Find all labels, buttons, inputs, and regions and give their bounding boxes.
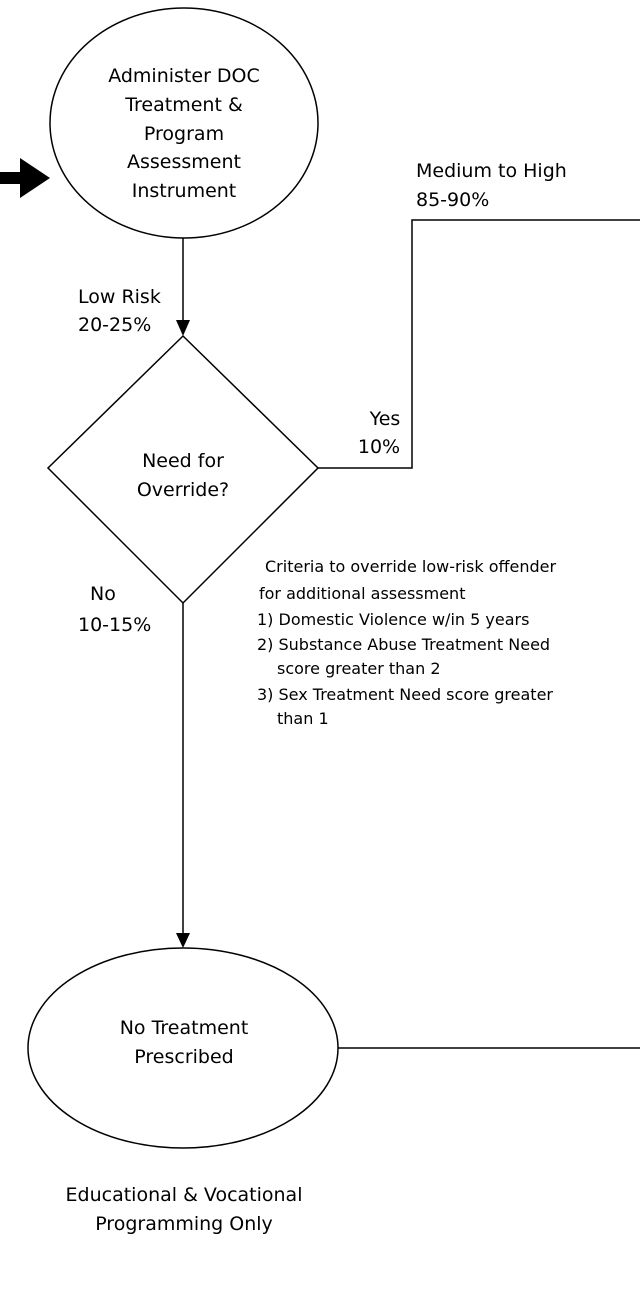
low-risk-percent: 20-25% bbox=[78, 314, 151, 336]
high-branch-connector bbox=[318, 219, 640, 469]
assessment-node-line-3: Program bbox=[144, 123, 224, 145]
assessment-node bbox=[49, 7, 319, 239]
low-risk-arrowhead bbox=[176, 320, 190, 336]
criteria-line-6: 3) Sex Treatment Need score greater bbox=[257, 685, 553, 704]
caption-line-2: Programming Only bbox=[95, 1213, 273, 1235]
incoming-arrow bbox=[0, 158, 50, 198]
criteria-line-1: Criteria to override low-risk offender bbox=[265, 557, 556, 576]
yes-label: Yes bbox=[369, 408, 401, 430]
yes-percent: 10% bbox=[358, 436, 400, 458]
decision-line-2: Override? bbox=[137, 479, 229, 501]
criteria-line-3: 1) Domestic Violence w/in 5 years bbox=[257, 610, 529, 629]
decision-line-1: Need for bbox=[142, 450, 224, 472]
high-branch-label: Medium to High bbox=[416, 160, 567, 182]
caption-line-1: Educational & Vocational bbox=[66, 1184, 303, 1206]
criteria-line-4: 2) Substance Abuse Treatment Need bbox=[257, 635, 550, 654]
no-percent: 10-15% bbox=[78, 614, 151, 636]
no-treatment-line-1: No Treatment bbox=[120, 1017, 249, 1039]
no-treatment-line-2: Prescribed bbox=[134, 1046, 233, 1068]
assessment-node-line-5: Instrument bbox=[132, 180, 237, 202]
assessment-node-line-1: Administer DOC bbox=[108, 65, 260, 87]
criteria-line-2: for additional assessment bbox=[259, 584, 465, 603]
no-branch-arrowhead bbox=[176, 933, 190, 948]
high-branch-percent: 85-90% bbox=[416, 189, 489, 211]
criteria-line-7: than 1 bbox=[277, 709, 329, 728]
no-label: No bbox=[90, 583, 116, 605]
assessment-node-line-2: Treatment & bbox=[124, 94, 243, 116]
criteria-line-5: score greater than 2 bbox=[277, 659, 441, 678]
assessment-node-line-4: Assessment bbox=[127, 151, 241, 173]
low-risk-label: Low Risk bbox=[78, 286, 161, 308]
